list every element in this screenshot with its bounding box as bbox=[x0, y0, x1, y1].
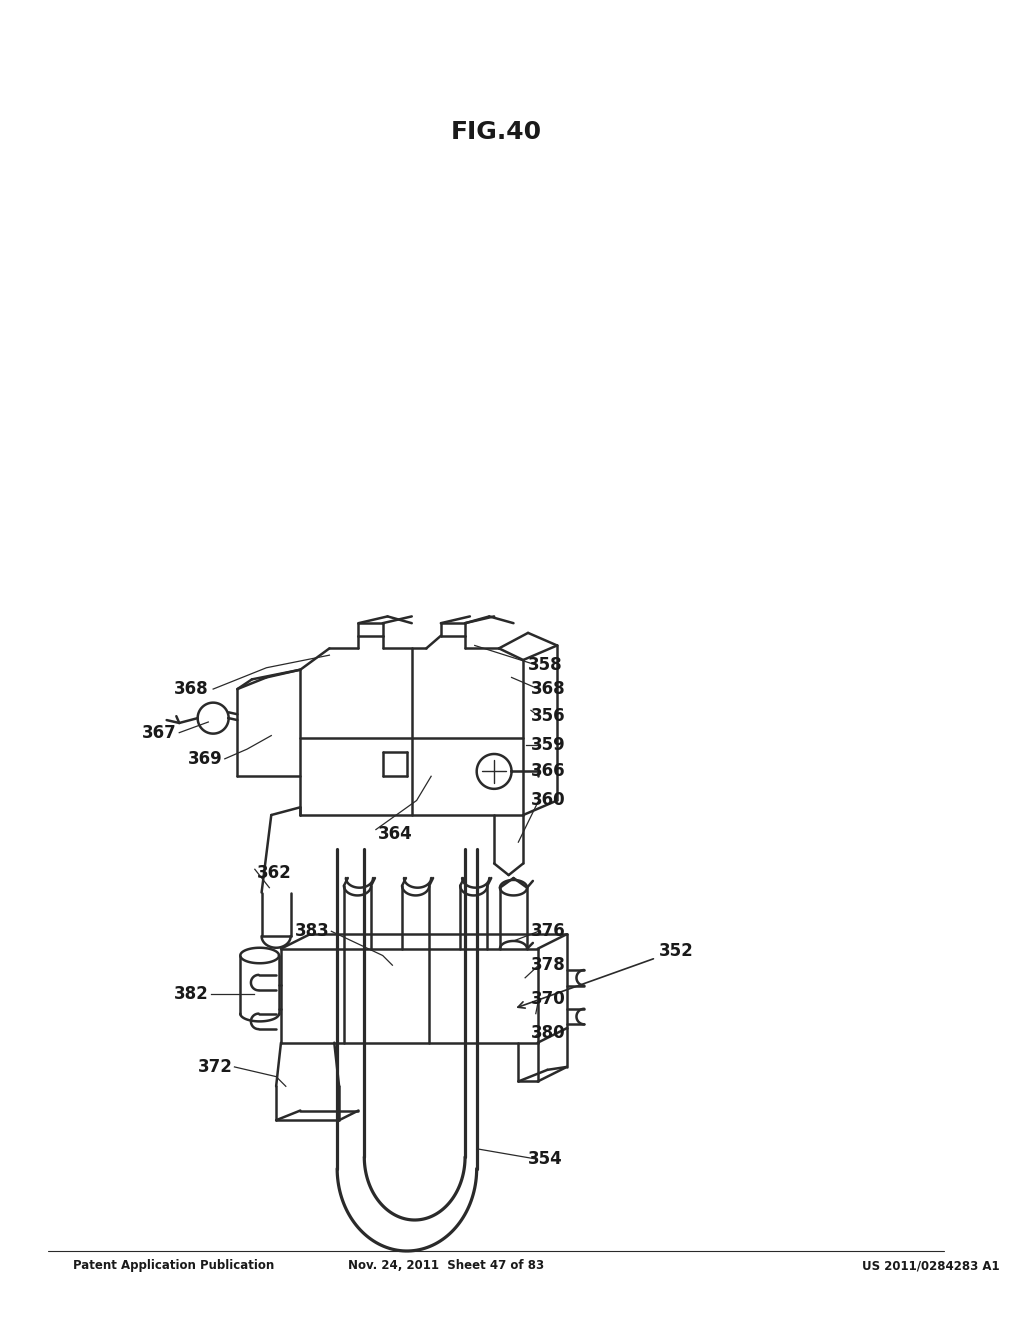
Text: 359: 359 bbox=[530, 737, 565, 754]
Text: 368: 368 bbox=[174, 680, 208, 698]
Text: 372: 372 bbox=[198, 1057, 232, 1076]
Text: Patent Application Publication: Patent Application Publication bbox=[73, 1259, 273, 1272]
Text: 376: 376 bbox=[530, 923, 565, 940]
Text: 366: 366 bbox=[530, 763, 565, 780]
Text: Nov. 24, 2011  Sheet 47 of 83: Nov. 24, 2011 Sheet 47 of 83 bbox=[347, 1259, 544, 1272]
Text: 360: 360 bbox=[530, 792, 565, 809]
Text: 369: 369 bbox=[188, 750, 223, 768]
Text: 362: 362 bbox=[257, 865, 292, 882]
Text: 370: 370 bbox=[530, 990, 565, 1008]
Text: FIG.40: FIG.40 bbox=[451, 120, 542, 144]
Text: US 2011/0284283 A1: US 2011/0284283 A1 bbox=[862, 1259, 999, 1272]
Text: 380: 380 bbox=[530, 1024, 565, 1041]
Text: 368: 368 bbox=[530, 680, 565, 698]
Text: 354: 354 bbox=[528, 1150, 563, 1168]
Text: 383: 383 bbox=[295, 923, 330, 940]
Text: 378: 378 bbox=[530, 956, 565, 974]
Text: 382: 382 bbox=[173, 985, 208, 1003]
Text: 358: 358 bbox=[528, 656, 562, 673]
Text: 364: 364 bbox=[378, 825, 413, 843]
Text: 352: 352 bbox=[518, 941, 693, 1008]
Text: 356: 356 bbox=[530, 708, 565, 725]
Text: 367: 367 bbox=[141, 723, 176, 742]
